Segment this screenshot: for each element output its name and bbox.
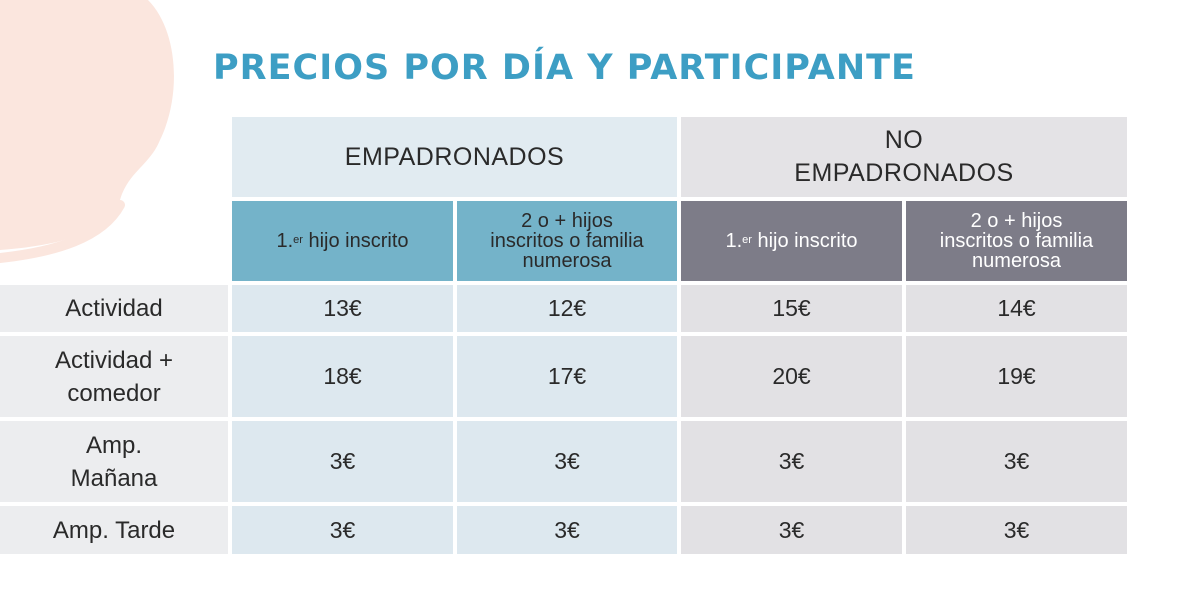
subheader-noemp-first-child: 1.er hijo inscrito — [681, 201, 902, 281]
row-label-amp-tarde: Amp. Tarde — [0, 506, 228, 554]
page-title: PRECIOS POR DÍA Y PARTICIPANTE — [213, 48, 916, 88]
price-cell: 20€ — [681, 336, 902, 417]
group-header-empadronados: EMPADRONADOS — [232, 117, 677, 197]
group-label-empadronados: EMPADRONADOS — [344, 142, 565, 171]
subheader-multi-line1: 2 o + hijos — [521, 210, 613, 232]
group-label-no-line2: EMPADRONADOS — [794, 159, 1014, 187]
decorative-blob — [0, 0, 174, 263]
subheader-first-child-label: 1.er hijo inscrito — [276, 230, 409, 252]
subheader-multi-line2: inscritos o familia — [490, 230, 644, 252]
subheader-multi-line3: numerosa — [972, 250, 1061, 272]
subheader-multi-line1: 2 o + hijos — [970, 210, 1063, 232]
subheader-noemp-multi-child: 2 o + hijos inscritos o familia numerosa — [906, 201, 1127, 281]
group-label-no-line1: NO — [884, 126, 924, 154]
subheader-multi-line2: inscritos o familia — [939, 230, 1094, 252]
group-header-no-empadronados: NO EMPADRONADOS — [681, 117, 1127, 197]
subheader-first-child-label: 1.er hijo inscrito — [725, 230, 858, 252]
price-cell: 3€ — [681, 506, 902, 554]
price-cell: 3€ — [681, 421, 902, 502]
price-cell: 15€ — [681, 285, 902, 332]
row-label-amp-manana: Amp. Mañana — [0, 421, 228, 502]
price-cell: 3€ — [232, 421, 453, 502]
subheader-multi-line3: numerosa — [522, 250, 612, 272]
row-label-actividad-comedor: Actividad + comedor — [0, 336, 228, 417]
price-cell: 19€ — [906, 336, 1127, 417]
price-cell: 17€ — [457, 336, 677, 417]
price-cell: 18€ — [232, 336, 453, 417]
price-cell: 3€ — [232, 506, 453, 554]
subheader-emp-first-child: 1.er hijo inscrito — [232, 201, 453, 281]
price-cell: 13€ — [232, 285, 453, 332]
subheader-emp-multi-child: 2 o + hijos inscritos o familia numerosa — [457, 201, 677, 281]
price-cell: 3€ — [457, 421, 677, 502]
price-cell: 12€ — [457, 285, 677, 332]
price-cell: 3€ — [457, 506, 677, 554]
price-cell: 3€ — [906, 421, 1127, 502]
price-cell: 3€ — [906, 506, 1127, 554]
row-label-actividad: Actividad — [0, 285, 228, 332]
price-cell: 14€ — [906, 285, 1127, 332]
